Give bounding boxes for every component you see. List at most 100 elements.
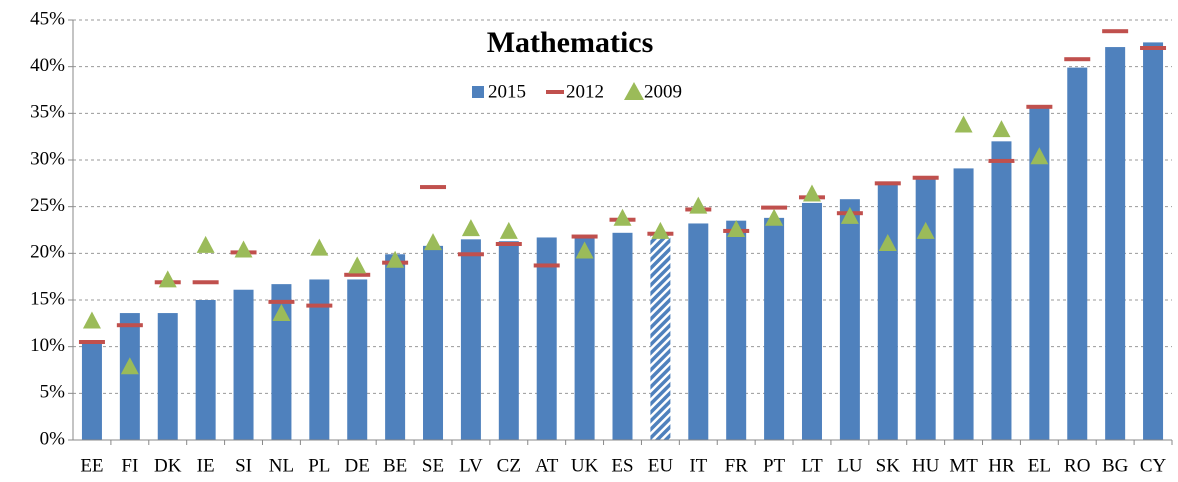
x-tick-label: LT [801, 455, 823, 476]
dash-marker [116, 323, 143, 328]
y-tick-label: 5% [40, 382, 66, 403]
triangle-marker [461, 219, 480, 237]
x-tick-label: FR [725, 455, 749, 476]
triangle-marker [499, 221, 518, 239]
bar [953, 168, 974, 440]
y-tick-label: 40% [30, 55, 65, 76]
x-tick-label: MT [949, 455, 978, 476]
bar [574, 236, 595, 440]
bar [347, 279, 368, 440]
bar [423, 245, 444, 440]
triangle-marker [916, 221, 935, 239]
bar [536, 237, 557, 440]
dash-marker [1102, 29, 1129, 34]
legend: 2015 2012 2009 [472, 81, 682, 102]
bar [726, 220, 747, 440]
y-tick-label: 20% [30, 242, 65, 263]
x-tick-label: HU [912, 455, 940, 476]
x-tick-label: PL [308, 455, 330, 476]
x-tick-label: ES [611, 455, 633, 476]
dash-marker [912, 175, 939, 180]
dash-marker [420, 185, 447, 190]
x-tick-label: CZ [497, 455, 521, 476]
bar [1143, 42, 1164, 441]
bar [650, 232, 671, 440]
triangle-marker [802, 184, 821, 202]
x-tick-label: FI [121, 455, 138, 476]
bar [764, 217, 785, 440]
y-tick-label: 25% [30, 195, 65, 216]
bar [81, 341, 102, 440]
x-tick-label: NL [269, 455, 294, 476]
y-tick-label: 45% [30, 8, 65, 29]
dash-marker [1064, 57, 1091, 62]
x-tick-label: UK [571, 455, 599, 476]
y-tick-label: 15% [30, 288, 65, 309]
triangle-marker [1030, 147, 1049, 165]
triangle-marker [348, 256, 367, 274]
dash-marker [874, 181, 901, 186]
y-tick-label: 0% [40, 428, 66, 449]
dash-marker [344, 272, 371, 277]
x-tick-label: CY [1140, 455, 1167, 476]
dash-marker [192, 280, 219, 285]
bar [498, 241, 519, 440]
bar [157, 313, 178, 440]
axes: 0% 5% 10% 15% 20% 25% 30% 35% 40% 45% EE FI DK IE SI NL… [30, 8, 1173, 476]
x-tick-label: PT [763, 455, 786, 476]
triangle-marker [196, 235, 215, 253]
bar [801, 202, 822, 440]
x-tick-label: DK [154, 455, 182, 476]
dash-marker [761, 205, 788, 210]
triangle-marker [689, 196, 708, 214]
triangle-marker [272, 304, 291, 321]
triangle-marker [765, 208, 784, 226]
dash-marker [78, 340, 105, 344]
x-tick-label: BG [1102, 455, 1129, 476]
triangle-marker [234, 240, 253, 258]
bar [839, 199, 860, 440]
legend-label: 2009 [644, 81, 682, 102]
triangle-marker [424, 233, 443, 251]
x-tick-label: BE [383, 455, 407, 476]
x-tick-label: IE [197, 455, 215, 476]
x-tick-label: EU [648, 455, 674, 476]
triangle-marker [386, 250, 405, 268]
legend-swatch [472, 86, 484, 98]
dash-marker [988, 158, 1015, 163]
legend-label: 2012 [566, 81, 604, 102]
dash-marker [1140, 46, 1167, 50]
bar [385, 254, 406, 440]
triangle-marker [727, 220, 746, 237]
legend-swatch [624, 82, 644, 100]
triangle-marker [992, 120, 1011, 138]
chart-title: Mathematics [487, 26, 654, 59]
dash-marker [571, 234, 598, 239]
dash-marker [533, 263, 560, 268]
bar [1105, 47, 1126, 441]
bar [612, 232, 633, 440]
dash-marker [1026, 104, 1053, 109]
triangle-marker [840, 206, 859, 224]
bar [688, 223, 709, 440]
triangle-marker [310, 238, 329, 256]
marks [78, 29, 1167, 441]
bar [877, 181, 898, 440]
x-tick-label: SI [235, 455, 252, 476]
x-tick-label: SE [422, 455, 444, 476]
dash-marker [495, 242, 522, 246]
dash-marker [268, 299, 295, 304]
triangle-marker [613, 208, 632, 226]
bar [991, 141, 1012, 441]
triangle-marker [954, 115, 973, 133]
bar [233, 289, 254, 440]
triangle-marker [120, 357, 139, 375]
triangle-marker [575, 241, 594, 259]
legend-label: 2015 [488, 81, 526, 102]
x-tick-label: HR [988, 455, 1015, 476]
bar [309, 279, 330, 440]
triangle-marker [158, 270, 177, 288]
dash-marker [306, 303, 333, 308]
bar [119, 313, 140, 440]
